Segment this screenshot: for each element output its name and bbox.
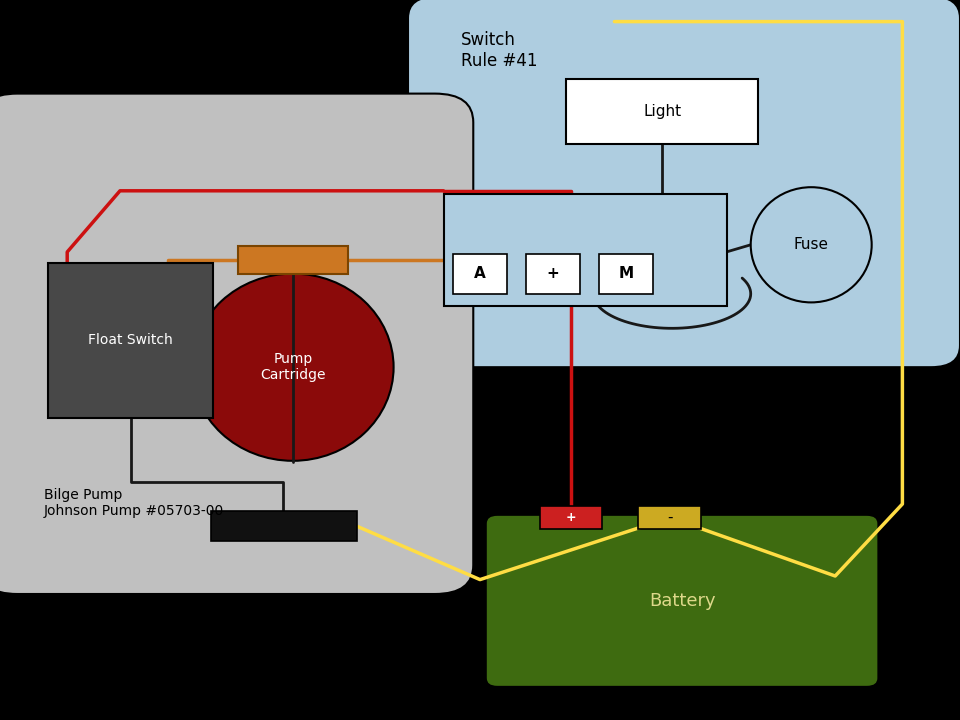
Text: -: - <box>667 510 672 525</box>
Bar <box>566 79 758 144</box>
Text: Switch
Rule #41: Switch Rule #41 <box>461 31 538 70</box>
Text: Float Switch: Float Switch <box>88 333 173 347</box>
FancyBboxPatch shape <box>408 0 960 367</box>
Text: A: A <box>474 266 486 282</box>
Bar <box>526 254 580 294</box>
Text: +: + <box>565 511 576 524</box>
Text: Fuse: Fuse <box>794 238 828 252</box>
Ellipse shape <box>751 187 872 302</box>
Text: Light: Light <box>643 104 682 119</box>
Text: +: + <box>546 266 560 282</box>
Bar <box>540 506 602 529</box>
Bar <box>238 246 348 274</box>
Bar <box>453 254 507 294</box>
Bar <box>211 511 357 541</box>
FancyBboxPatch shape <box>0 94 473 594</box>
Bar <box>599 254 653 294</box>
FancyBboxPatch shape <box>486 515 878 687</box>
Bar <box>48 263 213 418</box>
Text: Bilge Pump
Johnson Pump #05703-00: Bilge Pump Johnson Pump #05703-00 <box>44 488 225 518</box>
Bar <box>638 506 701 529</box>
Text: Pump
Cartridge: Pump Cartridge <box>260 352 325 382</box>
Ellipse shape <box>192 274 394 461</box>
Bar <box>444 194 727 306</box>
Text: M: M <box>618 266 634 282</box>
Text: Battery: Battery <box>649 592 715 610</box>
